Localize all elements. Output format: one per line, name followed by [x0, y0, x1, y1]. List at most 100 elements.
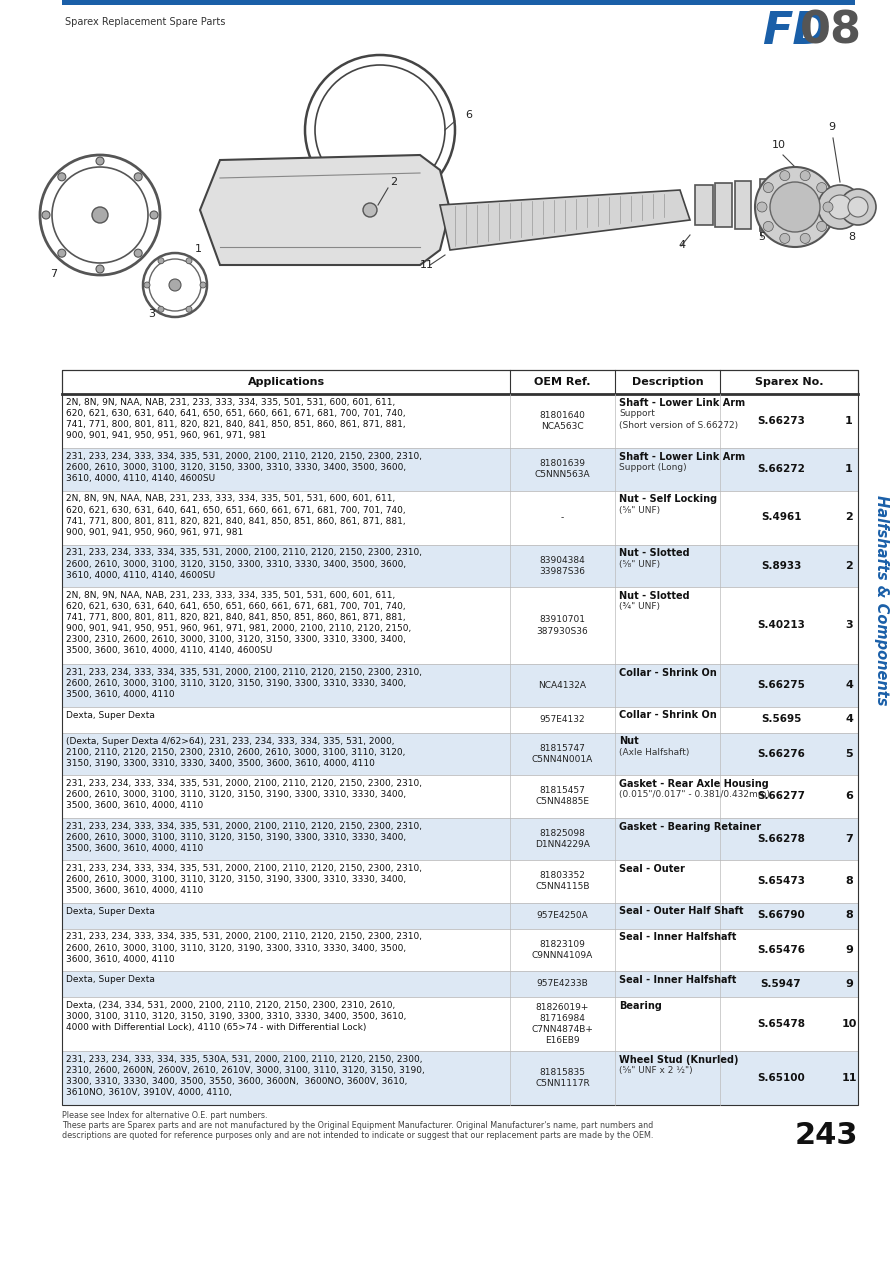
- Text: 957E4132: 957E4132: [539, 715, 585, 724]
- Text: S.65478: S.65478: [757, 1019, 805, 1029]
- Text: 231, 233, 234, 333, 334, 335, 531, 2000, 2100, 2110, 2120, 2150, 2300, 2310,
260: 231, 233, 234, 333, 334, 335, 531, 2000,…: [66, 668, 422, 700]
- Bar: [62, 706, 858, 733]
- Bar: [62, 733, 858, 775]
- Text: S.4961: S.4961: [761, 513, 801, 523]
- Text: 231, 233, 234, 333, 334, 335, 531, 2000, 2100, 2110, 2120, 2150, 2300, 2310,
260: 231, 233, 234, 333, 334, 335, 531, 2000,…: [66, 864, 422, 895]
- Text: (⁵⁄₈" UNF): (⁵⁄₈" UNF): [619, 560, 660, 570]
- Text: 6: 6: [465, 110, 472, 120]
- Text: Please see Index for alternative O.E. part numbers.: Please see Index for alternative O.E. pa…: [62, 1111, 268, 1120]
- Text: 11: 11: [420, 260, 434, 270]
- Text: 83904384
33987S36: 83904384 33987S36: [539, 556, 586, 576]
- Text: 4: 4: [678, 240, 685, 250]
- Text: 08: 08: [800, 10, 862, 53]
- Text: Description: Description: [631, 376, 704, 386]
- Bar: [62, 775, 858, 817]
- Text: S.5695: S.5695: [761, 715, 801, 725]
- Circle shape: [158, 306, 164, 312]
- Text: 231, 233, 234, 333, 334, 335, 531, 2000, 2100, 2110, 2120, 2150, 2300, 2310,
260: 231, 233, 234, 333, 334, 335, 531, 2000,…: [66, 821, 422, 853]
- Text: OEM Ref.: OEM Ref.: [534, 376, 591, 386]
- Text: 8: 8: [845, 877, 853, 887]
- Text: S.66790: S.66790: [757, 911, 805, 921]
- Circle shape: [58, 173, 66, 181]
- Text: 6: 6: [845, 791, 853, 801]
- Text: 1: 1: [195, 244, 202, 254]
- Text: 2N, 8N, 9N, NAA, NAB, 231, 233, 333, 334, 335, 501, 531, 600, 601, 611,
620, 621: 2N, 8N, 9N, NAA, NAB, 231, 233, 333, 334…: [66, 398, 405, 441]
- Text: Collar - Shrink On: Collar - Shrink On: [619, 668, 717, 678]
- Text: Nut - Slotted: Nut - Slotted: [619, 591, 689, 601]
- Circle shape: [169, 279, 181, 290]
- Text: descriptions are quoted for reference purposes only and are not intended to indi: descriptions are quoted for reference pu…: [62, 1130, 654, 1140]
- Text: Seal - Inner Halfshaft: Seal - Inner Halfshaft: [619, 932, 737, 942]
- Bar: [62, 971, 858, 997]
- Bar: [62, 817, 858, 860]
- Text: Applications: Applications: [247, 376, 324, 386]
- Bar: [62, 544, 858, 587]
- Text: NCA4132A: NCA4132A: [538, 681, 587, 690]
- Text: Nut - Slotted: Nut - Slotted: [619, 548, 689, 558]
- Text: 81801639
C5NNN563A: 81801639 C5NNN563A: [535, 460, 590, 479]
- Text: 2: 2: [845, 513, 853, 523]
- Text: S.66272: S.66272: [757, 465, 805, 474]
- Circle shape: [186, 258, 192, 264]
- Text: 81815835
C5NN1117R: 81815835 C5NN1117R: [535, 1068, 590, 1087]
- Text: 1: 1: [845, 416, 853, 426]
- Text: 81803352
C5NN4115B: 81803352 C5NN4115B: [535, 871, 589, 892]
- Circle shape: [186, 306, 192, 312]
- Text: 9: 9: [845, 979, 853, 989]
- Bar: [62, 370, 858, 1105]
- Circle shape: [200, 282, 206, 288]
- Text: 81825098
D1NN4229A: 81825098 D1NN4229A: [535, 829, 590, 849]
- Circle shape: [150, 211, 158, 218]
- Polygon shape: [440, 189, 690, 250]
- Polygon shape: [200, 155, 450, 265]
- Circle shape: [828, 195, 852, 218]
- Text: 2: 2: [390, 177, 397, 187]
- Text: Support
(Short version of S.66272): Support (Short version of S.66272): [619, 409, 739, 429]
- Text: 8: 8: [848, 232, 855, 242]
- Circle shape: [755, 167, 835, 248]
- Circle shape: [96, 265, 104, 273]
- Text: S.66277: S.66277: [757, 791, 805, 801]
- Text: 81823109
C9NNN4109A: 81823109 C9NNN4109A: [532, 940, 593, 960]
- Bar: [62, 0, 855, 5]
- Text: Support (Long): Support (Long): [619, 464, 687, 472]
- Text: 957E4233B: 957E4233B: [537, 980, 588, 989]
- Circle shape: [764, 183, 773, 192]
- Text: 7: 7: [50, 269, 57, 279]
- Circle shape: [780, 234, 789, 244]
- Circle shape: [848, 197, 868, 217]
- Text: S.65473: S.65473: [757, 877, 805, 887]
- Text: Shaft - Lower Link Arm: Shaft - Lower Link Arm: [619, 398, 745, 408]
- Text: 10: 10: [841, 1019, 856, 1029]
- Text: Dexta, (234, 334, 531, 2000, 2100, 2110, 2120, 2150, 2300, 2310, 2610,
3000, 310: Dexta, (234, 334, 531, 2000, 2100, 2110,…: [66, 1002, 406, 1032]
- Text: 81815747
C5NN4N001A: 81815747 C5NN4N001A: [532, 744, 593, 764]
- Text: S.66275: S.66275: [757, 681, 805, 691]
- Text: 10: 10: [772, 140, 786, 150]
- Text: S.5947: S.5947: [761, 979, 801, 989]
- Text: 83910701
387930S36: 83910701 387930S36: [537, 615, 588, 635]
- Bar: [62, 903, 858, 928]
- Text: Gasket - Rear Axle Housing: Gasket - Rear Axle Housing: [619, 779, 769, 789]
- Text: 243: 243: [795, 1122, 858, 1151]
- Circle shape: [757, 202, 767, 212]
- Text: Sparex No.: Sparex No.: [755, 376, 823, 386]
- Text: 81801640
NCA563C: 81801640 NCA563C: [539, 410, 586, 431]
- Bar: [62, 1051, 858, 1105]
- Text: 231, 233, 234, 333, 334, 335, 530A, 531, 2000, 2100, 2110, 2120, 2150, 2300,
231: 231, 233, 234, 333, 334, 335, 530A, 531,…: [66, 1055, 425, 1098]
- Text: (⁵⁄₈" UNF x 2 ½"): (⁵⁄₈" UNF x 2 ½"): [619, 1066, 693, 1076]
- Text: 11: 11: [841, 1074, 856, 1082]
- Text: 231, 233, 234, 333, 334, 335, 531, 2000, 2100, 2110, 2120, 2150, 2300, 2310,
260: 231, 233, 234, 333, 334, 335, 531, 2000,…: [66, 452, 422, 484]
- Circle shape: [158, 258, 164, 264]
- Text: 2: 2: [845, 561, 853, 571]
- Text: 2N, 8N, 9N, NAA, NAB, 231, 233, 333, 334, 335, 501, 531, 600, 601, 611,
620, 621: 2N, 8N, 9N, NAA, NAB, 231, 233, 333, 334…: [66, 591, 412, 655]
- Bar: [735, 181, 751, 229]
- Circle shape: [134, 173, 142, 181]
- Text: 1: 1: [845, 465, 853, 474]
- Circle shape: [800, 171, 810, 181]
- Text: 3: 3: [148, 309, 155, 320]
- Text: 231, 233, 234, 333, 334, 335, 531, 2000, 2100, 2110, 2120, 2150, 2300, 2310,
260: 231, 233, 234, 333, 334, 335, 531, 2000,…: [66, 548, 422, 580]
- Text: 3: 3: [845, 620, 853, 630]
- Text: -: -: [561, 513, 564, 522]
- Circle shape: [780, 171, 789, 181]
- Circle shape: [42, 211, 50, 218]
